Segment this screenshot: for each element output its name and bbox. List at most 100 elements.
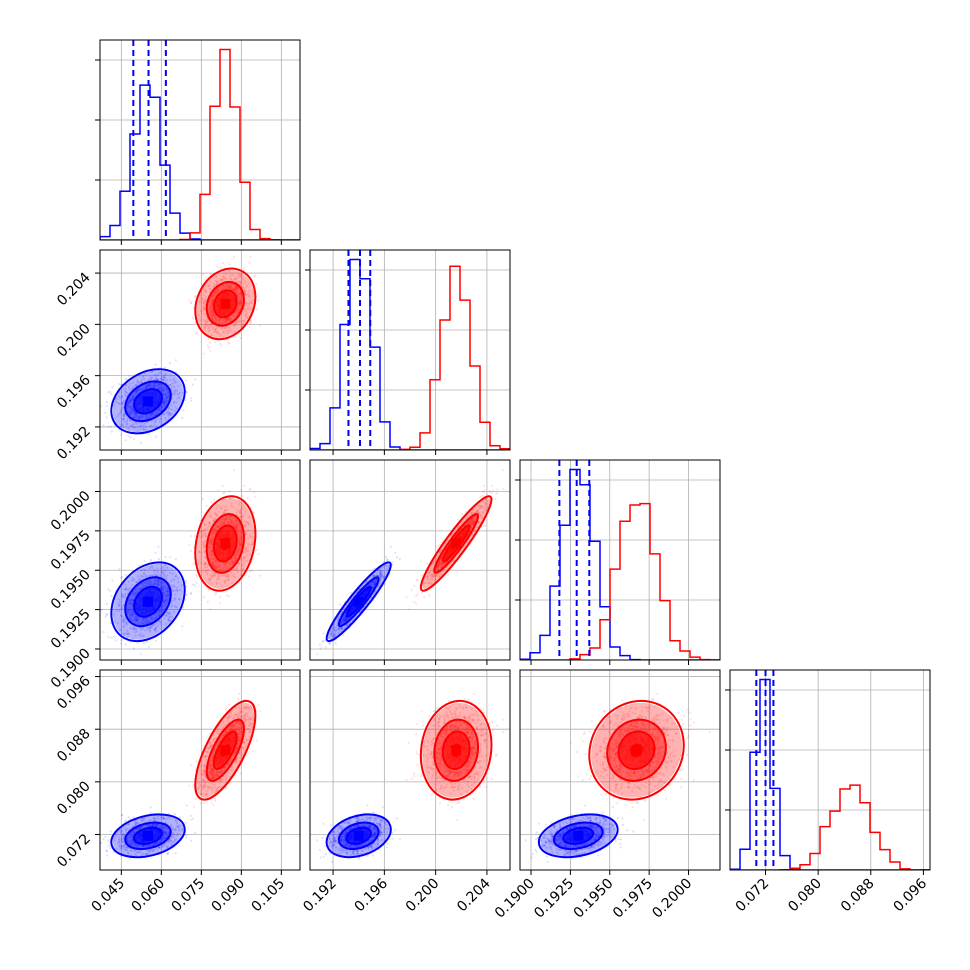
scatter-point <box>378 584 381 587</box>
scatter-point <box>200 530 203 533</box>
scatter-point <box>221 275 224 278</box>
scatter-point <box>175 397 178 400</box>
scatter-point <box>238 543 241 547</box>
density-contour <box>212 289 238 319</box>
scatter-point <box>127 588 130 591</box>
scatter-point <box>224 517 227 520</box>
scatter-point <box>173 400 176 404</box>
scatter-point <box>223 327 226 330</box>
scatter-point <box>238 301 241 304</box>
scatter-point <box>136 389 139 392</box>
scatter-point <box>212 327 215 330</box>
scatter-point <box>226 574 229 578</box>
scatter-point <box>234 324 237 327</box>
scatter-point <box>219 319 222 322</box>
scatter-point <box>212 295 215 298</box>
scatter-point <box>239 301 242 304</box>
scatter-point <box>241 568 244 571</box>
scatter-point <box>211 532 214 535</box>
scatter-point <box>208 329 211 332</box>
scatter-point <box>209 540 212 543</box>
scatter-point <box>194 584 197 587</box>
scatter-point <box>204 320 207 323</box>
scatter-point <box>123 616 126 619</box>
scatter-point <box>145 575 148 578</box>
scatter-point <box>143 572 146 576</box>
scatter-point <box>167 391 170 394</box>
scatter-point <box>212 565 215 568</box>
scatter-point <box>218 322 221 325</box>
scatter-point <box>136 579 140 583</box>
scatter-point <box>232 315 235 318</box>
scatter-point <box>207 324 210 327</box>
scatter-point <box>157 613 161 617</box>
scatter-point <box>208 573 212 576</box>
scatter-point <box>136 381 139 384</box>
scatter-point <box>136 590 139 593</box>
scatter-point <box>131 583 134 587</box>
scatter-point <box>164 393 167 396</box>
scatter-point <box>227 595 231 598</box>
scatter-point <box>142 618 145 621</box>
scatter-point <box>122 632 125 636</box>
scatter-point <box>162 585 165 588</box>
scatter-point <box>162 401 165 404</box>
scatter-point <box>169 556 172 559</box>
scatter-point <box>213 528 217 532</box>
scatter-point <box>248 322 252 325</box>
scatter-point <box>164 416 167 419</box>
scatter-point <box>126 403 130 406</box>
scatter-point <box>230 522 233 525</box>
scatter-point <box>240 274 243 278</box>
scatter-point <box>386 567 389 570</box>
scatter-point <box>245 548 248 551</box>
scatter-point <box>167 589 170 593</box>
scatter-point <box>154 384 157 387</box>
scatter-point <box>210 315 213 318</box>
scatter-point <box>236 277 239 280</box>
scatter-point <box>211 309 214 312</box>
scatter-point <box>203 299 206 302</box>
scatter-point <box>161 378 164 381</box>
scatter-point <box>133 410 136 413</box>
y-tick-label: 0.1925 <box>48 606 94 652</box>
scatter-point <box>237 529 240 532</box>
scatter-point <box>242 557 245 560</box>
scatter-point <box>160 408 163 411</box>
scatter-point <box>166 600 169 603</box>
scatter-point <box>225 575 228 578</box>
scatter-point <box>156 570 159 574</box>
scatter-point <box>214 571 217 575</box>
scatter-point <box>257 552 260 556</box>
scatter-point <box>112 404 115 407</box>
scatter-point <box>148 583 151 586</box>
scatter-point <box>127 609 130 612</box>
scatter-point <box>239 515 242 518</box>
scatter-point <box>211 549 214 552</box>
scatter-point <box>226 578 230 581</box>
scatter-point <box>238 320 241 323</box>
scatter-point <box>211 562 215 565</box>
scatter-point <box>157 583 160 586</box>
scatter-point <box>164 374 167 377</box>
scatter-point <box>202 529 205 532</box>
scatter-point <box>129 410 132 414</box>
scatter-point <box>168 413 171 416</box>
scatter-point <box>164 603 167 606</box>
scatter-point <box>214 527 217 530</box>
scatter-point <box>131 615 134 618</box>
scatter-point <box>142 642 145 645</box>
scatter-point <box>126 622 129 625</box>
scatter-point <box>211 315 214 318</box>
scatter-point <box>219 525 222 528</box>
scatter-point <box>162 393 165 396</box>
scatter-point <box>169 619 172 622</box>
scatter-point <box>374 582 377 585</box>
scatter-point <box>159 371 162 374</box>
scatter-point <box>162 569 165 572</box>
scatter-point <box>221 568 224 571</box>
scatter-point <box>236 311 239 315</box>
scatter-point <box>191 383 194 386</box>
scatter-point <box>163 614 166 617</box>
